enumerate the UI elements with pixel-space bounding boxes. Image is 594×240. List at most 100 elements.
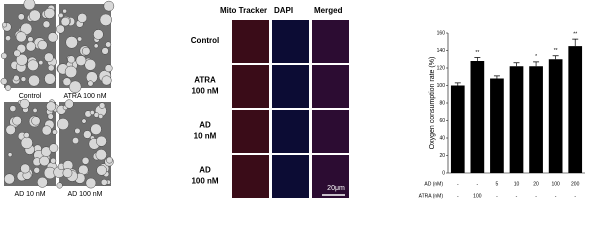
cell [65, 36, 78, 49]
fluorescence-image [272, 20, 309, 63]
cell [64, 65, 78, 78]
fluorescence-image [272, 110, 309, 153]
cell [27, 36, 34, 43]
cell [15, 31, 27, 43]
cell [93, 112, 100, 118]
row-label: 100 nM [191, 177, 218, 186]
column-header: Mito Tracker [220, 6, 267, 15]
micrograph-label: AD 100 nM [67, 191, 102, 198]
cell [72, 137, 79, 145]
fluorescence-image [272, 65, 309, 108]
column-header: DAPI [274, 6, 293, 15]
cell [106, 156, 113, 164]
significance: ** [554, 48, 558, 54]
cell [52, 129, 58, 135]
cell [39, 155, 50, 167]
cell [13, 74, 20, 82]
y-tick-label: 40 [439, 135, 445, 141]
cell [81, 46, 91, 56]
cell [101, 75, 112, 86]
cell [13, 49, 21, 57]
x-cell: 100 [551, 181, 560, 187]
micrograph-label: Control [19, 93, 42, 100]
significance: * [535, 54, 537, 60]
y-tick-label: 0 [442, 170, 445, 176]
cell [95, 149, 107, 161]
cell [62, 8, 67, 14]
cell [7, 152, 13, 157]
x-row-label: AD (nM) [424, 181, 443, 187]
cell [23, 0, 36, 11]
x-cell: 5 [496, 181, 499, 187]
cell [101, 47, 109, 55]
x-cell: 20 [533, 181, 539, 187]
cell [58, 12, 64, 18]
cell [87, 80, 94, 87]
cell [44, 52, 54, 63]
cell [36, 176, 48, 188]
cell [19, 98, 30, 109]
cell [49, 143, 59, 153]
bar [529, 66, 543, 173]
x-row-label: ATRA (nM) [419, 193, 444, 199]
fluorescence-image [312, 155, 349, 198]
bar [490, 78, 504, 173]
micrograph-label: ATRA 100 nM [63, 93, 106, 100]
cell [47, 32, 58, 43]
cell [84, 58, 97, 71]
cell [3, 173, 15, 185]
x-cell: - [535, 193, 537, 199]
column-header: Merged [314, 6, 343, 15]
x-cell: - [477, 181, 479, 187]
row-label: AD [199, 121, 211, 130]
fluorescence-image [232, 20, 269, 63]
cell [25, 41, 36, 52]
y-tick-label: 80 [439, 100, 445, 106]
cell [41, 125, 52, 136]
x-cell: 10 [514, 181, 520, 187]
cell [60, 16, 71, 27]
x-cell: - [457, 193, 459, 199]
cell [93, 43, 99, 49]
cell [74, 127, 81, 134]
cell [62, 168, 73, 178]
cell [28, 74, 40, 87]
cell [85, 177, 97, 189]
micrograph-label: AD 10 nM [14, 191, 45, 198]
x-cell: - [516, 193, 518, 199]
y-tick-label: 120 [437, 65, 446, 71]
cell [90, 123, 102, 135]
cell [37, 40, 48, 51]
cell [50, 157, 57, 164]
error-bar [533, 61, 540, 67]
cell [56, 117, 70, 131]
cell [15, 53, 28, 66]
cell [4, 84, 12, 91]
cell [75, 55, 87, 66]
cell [64, 99, 74, 109]
row-label: 100 nM [191, 87, 218, 96]
error-bar [513, 62, 520, 67]
y-tick-label: 100 [437, 83, 446, 89]
x-cell: - [574, 193, 576, 199]
cell [20, 163, 31, 174]
figure: Control ATRA 100 nM AD 10 nM AD 100 nM Mito … [0, 0, 585, 199]
y-axis-label: Oxygen consumption rate (%) [429, 57, 436, 150]
y-tick-label: 140 [437, 48, 446, 54]
cell [81, 118, 87, 124]
cell [105, 41, 112, 48]
cell [46, 101, 57, 112]
cell [28, 9, 41, 22]
cell [1, 22, 8, 28]
cell [47, 113, 54, 120]
cell [23, 132, 30, 139]
row-label: ATRA [194, 76, 216, 85]
cell [0, 52, 8, 59]
cell [20, 136, 33, 149]
bar [548, 59, 563, 173]
bar [509, 66, 524, 173]
cell [98, 102, 106, 109]
error-bar [493, 75, 500, 79]
y-tick-label: 60 [439, 118, 445, 124]
cell [95, 135, 107, 147]
